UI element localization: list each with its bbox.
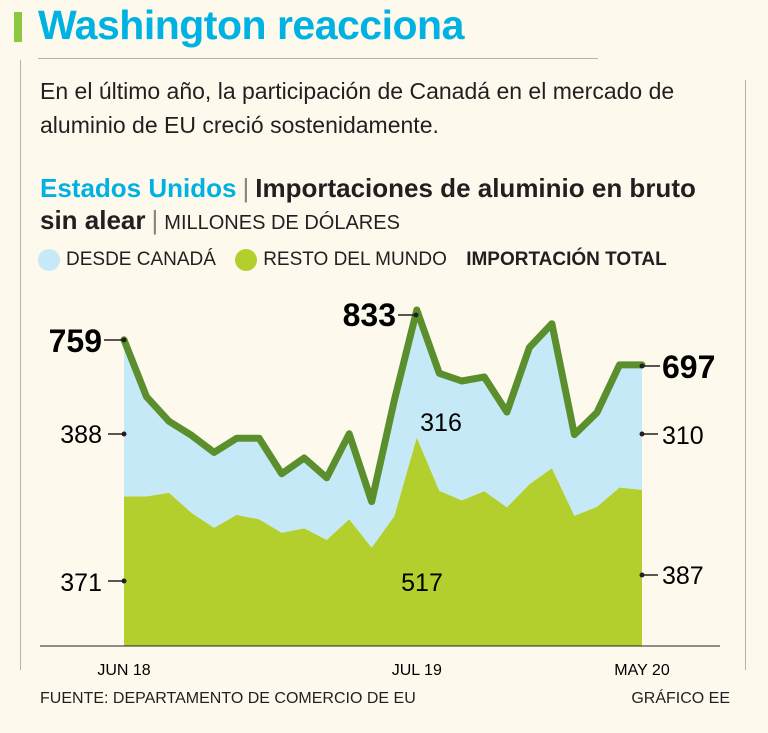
- title-rule: [38, 58, 598, 59]
- leader-last-canada-dot: [639, 431, 645, 437]
- x-tick-label: JUN 18: [97, 662, 150, 679]
- area-rest-of-world: [124, 437, 642, 646]
- label-last-rest: 387: [662, 562, 704, 590]
- leader-first-rest-dot: [121, 578, 127, 584]
- x-ticks: JUN 18 JUL 19 MAY 20: [97, 662, 670, 679]
- legend-rest-label: RESTO DEL MUNDO: [263, 249, 447, 270]
- label-first-canada: 388: [60, 421, 102, 449]
- chart-heading-country: Estados Unidos: [40, 173, 237, 203]
- leader-peak-total-dot: [413, 312, 419, 318]
- legend-canada-swatch: [38, 249, 60, 271]
- legend-item-total: IMPORTACIÓN TOTAL: [466, 246, 667, 274]
- label-first-total: 759: [49, 323, 102, 359]
- legend-item-canada: DESDE CANADÁ: [38, 246, 216, 274]
- page-subtitle: En el último año, la participación de Ca…: [40, 78, 675, 138]
- label-first-rest: 371: [60, 569, 102, 597]
- chart-heading-separator: |: [242, 173, 250, 203]
- footer-source: FUENTE: DEPARTAMENTO DE COMERCIO DE EU: [40, 690, 416, 707]
- label-peak-canada: 316: [420, 409, 462, 437]
- page-title: Washington reacciona: [38, 2, 464, 48]
- frame-line-right: [745, 80, 746, 670]
- line-total-imports: [120, 306, 646, 506]
- x-tick-label: MAY 20: [614, 662, 670, 679]
- title-accent-bar: [14, 12, 22, 42]
- footer-credit: GRÁFICO EE: [631, 690, 730, 707]
- label-peak-total: 833: [343, 297, 396, 333]
- label-last-canada: 310: [662, 422, 704, 450]
- area-canada: [124, 310, 642, 548]
- chart-heading-topic: Importaciones de aluminio en bruto sin a…: [40, 173, 696, 235]
- chart-heading-units: MILLONES DE DÓLARES: [164, 212, 400, 234]
- x-tick-label: JUL 19: [392, 662, 442, 679]
- chart-heading: Estados Unidos | Importaciones de aluminio…: [40, 172, 740, 239]
- legend-rest-swatch: [235, 249, 258, 271]
- legend-total-label: IMPORTACIÓN TOTAL: [466, 249, 667, 270]
- label-peak-rest: 517: [401, 569, 443, 597]
- legend-item-rest: RESTO DEL MUNDO: [235, 246, 447, 274]
- leader-last-total-dot: [639, 363, 645, 369]
- chart-heading-separator-2: |: [151, 205, 159, 235]
- leader-first-canada-dot: [121, 431, 127, 437]
- legend-canada-label: DESDE CANADÁ: [66, 249, 216, 270]
- leader-last-rest-dot: [639, 572, 645, 578]
- chart-legend: DESDE CANADÁ RESTO DEL MUNDO IMPORTACIÓN…: [38, 246, 738, 274]
- frame-line-left: [20, 60, 21, 670]
- leader-first-total-dot: [121, 337, 127, 343]
- label-leaders: [104, 312, 660, 584]
- label-last-total: 697: [662, 349, 715, 385]
